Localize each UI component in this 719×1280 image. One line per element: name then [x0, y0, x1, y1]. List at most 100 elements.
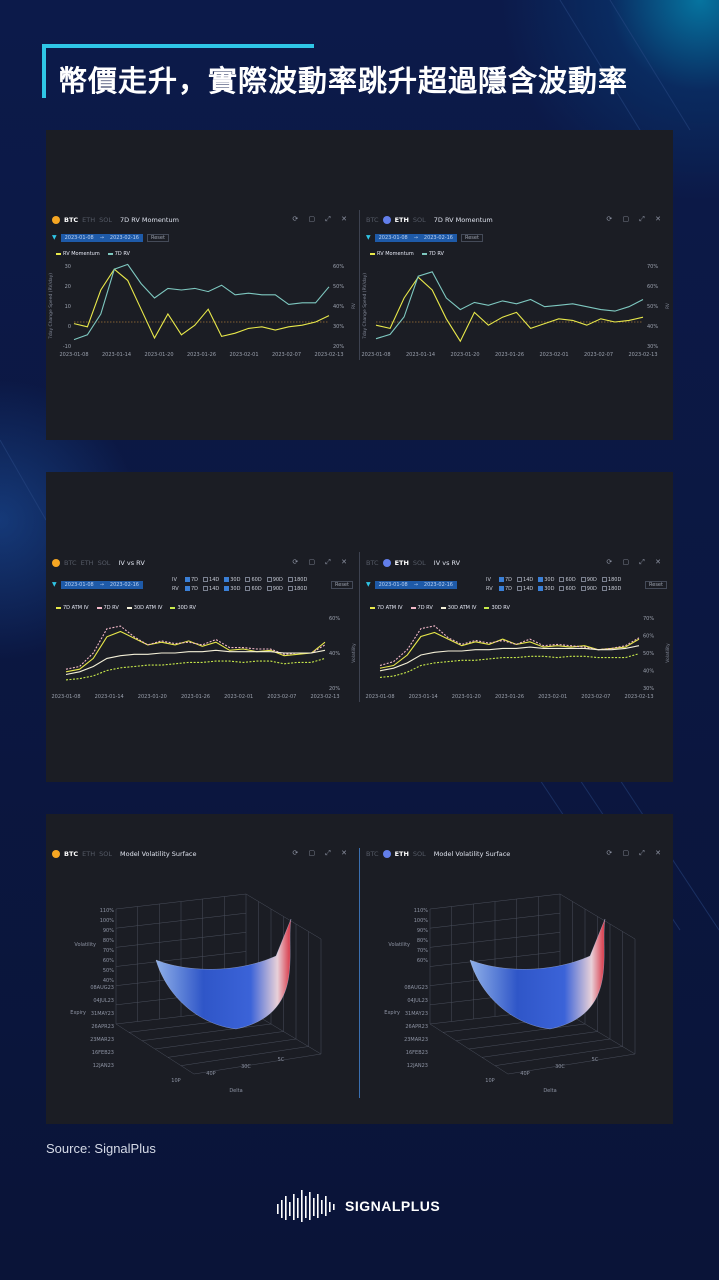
legend-item[interactable]: 7D RV — [421, 251, 444, 257]
tenor-checkbox-30d[interactable]: 30D — [224, 576, 240, 583]
tenor-checkbox-14d[interactable]: 14D — [517, 576, 533, 583]
reset-button[interactable]: Reset — [645, 581, 667, 589]
z-tick-label: 100% — [100, 918, 115, 924]
date-range-picker[interactable]: 2023-01-08 → 2023-02-16 — [60, 580, 143, 589]
series-line-0 — [375, 276, 644, 343]
legend-item[interactable]: RV Momentum — [370, 251, 414, 257]
tenor-checkbox-7d[interactable]: 7D — [499, 585, 512, 592]
legend-item[interactable]: 30D RV — [484, 605, 510, 611]
card-toolbar-icons[interactable]: ⟳ ▢ ⤢ ✕ — [606, 558, 665, 566]
card-toolbar-icons[interactable]: ⟳ ▢ ⤢ ✕ — [606, 215, 665, 223]
x-tick-label: 2023-02-07 — [584, 352, 613, 358]
legend-item[interactable]: 7D RV — [410, 605, 433, 611]
filter-icon[interactable]: ▼ — [52, 234, 57, 241]
card-header: BTC ETH SOL IV vs RV — [52, 557, 145, 569]
tenor-checkbox-7d[interactable]: 7D — [499, 576, 512, 583]
filter-icon[interactable]: ▼ — [366, 234, 371, 241]
y-tick-label: 12JAN23 — [93, 1063, 114, 1069]
tenor-checkbox-14d[interactable]: 14D — [203, 576, 219, 583]
y-tick-label-right: 40% — [647, 324, 658, 330]
tenor-checkbox-30d[interactable]: 30D — [538, 576, 554, 583]
legend-item[interactable]: 30D RV — [170, 605, 196, 611]
tab-sol[interactable]: SOL — [412, 216, 426, 224]
tab-btc[interactable]: BTC — [64, 216, 79, 224]
tab-eth[interactable]: ETH — [394, 850, 409, 858]
tab-eth[interactable]: ETH — [394, 559, 409, 567]
vol-surface-mesh — [469, 918, 606, 1030]
tenor-checkbox-180d[interactable]: 180D — [287, 576, 307, 583]
legend-item[interactable]: 7D RV — [107, 251, 130, 257]
tab-btc[interactable]: BTC — [64, 850, 79, 858]
tab-eth[interactable]: ETH — [82, 216, 96, 224]
tenor-checkbox-60d[interactable]: 60D — [245, 576, 262, 583]
card-header: BTC ETH SOL Model Volatility Surface — [52, 848, 197, 860]
tenor-checkbox-90d[interactable]: 90D — [580, 576, 597, 583]
tenor-checkbox-14d[interactable]: 14D — [203, 585, 219, 592]
btc-vol-surface-card: BTC ETH SOL Model Volatility Surface ⟳ ▢… — [46, 814, 359, 1124]
eth-vol-surface-chart[interactable]: 110% 100% 90% 80% 70% 60% Volatility 08AUG23 04J… — [360, 864, 673, 1114]
date-range-picker[interactable]: 2023-01-08 → 2023-02-16 — [374, 233, 457, 242]
card-toolbar-icons[interactable]: ⟳ ▢ ⤢ ✕ — [606, 849, 665, 857]
tenor-checkbox-90d[interactable]: 90D — [266, 585, 283, 592]
eth-rv-momentum-card: BTC ETH SOL 7D RV Momentum ⟳ ▢ ⤢ ✕ ▼ 202… — [360, 130, 673, 440]
legend-item[interactable]: 7D RV — [96, 605, 119, 611]
tab-sol[interactable]: SOL — [412, 850, 426, 858]
date-range-picker[interactable]: 2023-01-08 → 2023-02-16 — [374, 580, 457, 589]
tenor-checkbox-14d[interactable]: 14D — [517, 585, 533, 592]
tenor-checkbox-180d[interactable]: 180D — [287, 585, 307, 592]
tenor-checkbox-30d[interactable]: 30D — [224, 585, 240, 592]
btc-vol-surface-chart[interactable]: 110% 100% 90% 80% 70% 60% 50% 40% Volatility 08AU… — [46, 864, 359, 1114]
y-tick-label-right: 20% — [329, 686, 340, 692]
tab-sol[interactable]: SOL — [412, 559, 426, 567]
tenor-checkbox-30d[interactable]: 30D — [538, 585, 554, 592]
y-tick-label: 04JUL23 — [93, 998, 114, 1004]
legend-item[interactable]: 30D ATM IV — [126, 605, 162, 611]
legend-item[interactable]: 7D ATM IV — [56, 605, 89, 611]
card-toolbar-icons[interactable]: ⟳ ▢ ⤢ ✕ — [292, 558, 351, 566]
tenor-checkbox-7d[interactable]: 7D — [185, 585, 198, 592]
tenor-checkbox-60d[interactable]: 60D — [559, 585, 576, 592]
card-header: BTC ETH SOL Model Volatility Surface — [366, 848, 510, 860]
tab-eth[interactable]: ETH — [80, 559, 94, 567]
filter-icon[interactable]: ▼ — [366, 581, 371, 588]
x-tick-label: 2023-01-14 — [406, 352, 435, 358]
tab-btc[interactable]: BTC — [366, 559, 379, 567]
tenor-checkbox-90d[interactable]: 90D — [580, 585, 597, 592]
tenor-checkbox-180d[interactable]: 180D — [601, 585, 621, 592]
x-tick-label: 2023-02-13 — [314, 352, 343, 358]
tab-btc[interactable]: BTC — [64, 559, 77, 567]
tab-sol[interactable]: SOL — [99, 850, 113, 858]
x-tick-label: 10P — [171, 1078, 180, 1084]
tab-btc[interactable]: BTC — [366, 216, 379, 224]
legend-item[interactable]: RV Momentum — [56, 251, 100, 257]
reset-button[interactable]: Reset — [331, 581, 353, 589]
card-header: BTC ETH SOL 7D RV Momentum — [366, 214, 493, 226]
tab-eth[interactable]: ETH — [82, 850, 96, 858]
chart-legend: 7D ATM IV 7D RV 30D ATM IV 30D RV — [370, 605, 510, 611]
checkbox-group-label: RV — [486, 585, 493, 592]
z-tick-label: 90% — [417, 928, 428, 934]
tenor-checkbox-90d[interactable]: 90D — [266, 576, 283, 583]
reset-button[interactable]: Reset — [460, 233, 483, 242]
tab-sol[interactable]: SOL — [99, 216, 113, 224]
reset-button[interactable]: Reset — [146, 233, 169, 242]
tenor-checkbox-180d[interactable]: 180D — [601, 576, 621, 583]
z-tick-label: 60% — [103, 958, 114, 964]
tenor-checkbox-60d[interactable]: 60D — [245, 585, 262, 592]
tab-sol[interactable]: SOL — [97, 559, 111, 567]
filter-icon[interactable]: ▼ — [52, 581, 57, 588]
z-tick-label: 100% — [414, 918, 429, 924]
card-toolbar-icons[interactable]: ⟳ ▢ ⤢ ✕ — [292, 215, 351, 223]
card-toolbar-icons[interactable]: ⟳ ▢ ⤢ ✕ — [292, 849, 351, 857]
tab-eth[interactable]: ETH — [394, 216, 409, 224]
x-axis-title: Delta — [543, 1088, 556, 1094]
x-tick-label: 5C — [278, 1057, 285, 1063]
legend-item[interactable]: 30D ATM IV — [440, 605, 476, 611]
date-range-picker[interactable]: 2023-01-08 → 2023-02-16 — [60, 233, 143, 242]
tab-btc[interactable]: BTC — [366, 850, 379, 858]
tenor-checkbox-60d[interactable]: 60D — [559, 576, 576, 583]
series-line-1 — [375, 271, 644, 340]
panel-iv-vs-rv: BTC ETH SOL IV vs RV ⟳ ▢ ⤢ ✕ ▼ 2023-01-0… — [46, 472, 673, 782]
tenor-checkbox-7d[interactable]: 7D — [185, 576, 198, 583]
legend-item[interactable]: 7D ATM IV — [370, 605, 403, 611]
